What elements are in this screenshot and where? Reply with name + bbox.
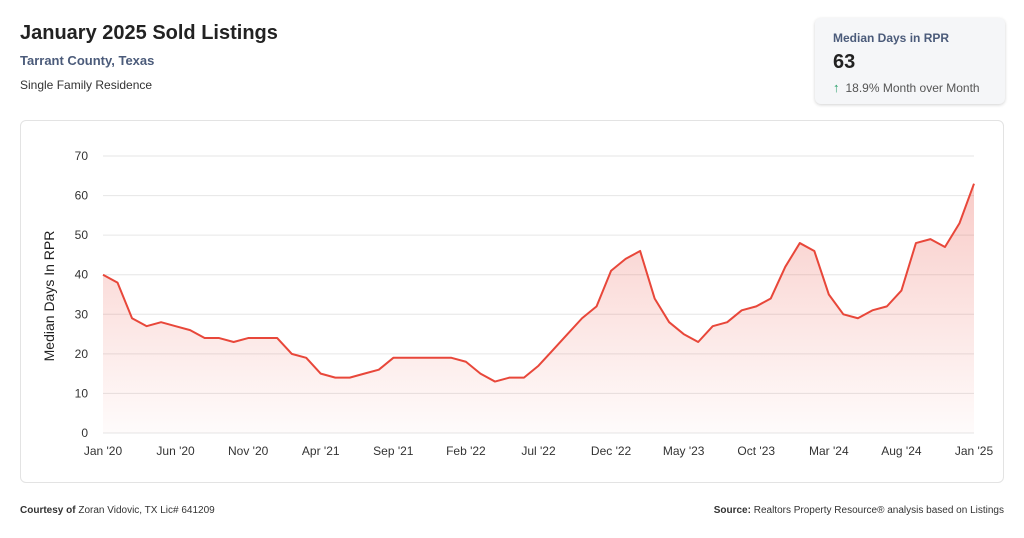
x-tick-label: Jan '25 <box>955 444 994 458</box>
arrow-up-icon: ↑ <box>833 80 840 95</box>
x-tick-label: Nov '20 <box>228 444 269 458</box>
x-tick-label: Jun '20 <box>156 444 195 458</box>
kpi-change-text: 18.9% Month over Month <box>845 80 980 95</box>
y-tick-label: 40 <box>75 268 89 282</box>
kpi-label: Median Days in RPR <box>833 31 950 45</box>
line-chart: 0 10 20 30 40 50 60 70 Jan '20 Jun '20 Nov '20 Apr… <box>41 149 994 458</box>
series-line <box>102 183 975 383</box>
kpi-change: ↑ 18.9% Month over Month <box>833 80 980 95</box>
y-tick-label: 50 <box>75 228 89 242</box>
courtesy-footer: Courtesy of Zoran Vidovic, TX Lic# 64120… <box>20 505 215 516</box>
x-tick-label: Oct '23 <box>737 444 775 458</box>
source-footer: Source: Realtors Property Resource® anal… <box>714 505 1004 516</box>
y-tick-label: 30 <box>75 307 89 321</box>
kpi-value: 63 <box>833 51 856 73</box>
x-tick-label: Jul '22 <box>521 444 556 458</box>
kpi-card: Median Days in RPR 63 ↑ 18.9% Month over… <box>815 18 1005 104</box>
y-tick-label: 60 <box>75 189 89 203</box>
x-tick-label: Dec '22 <box>591 444 632 458</box>
property-type-label: Single Family Residence <box>20 78 153 92</box>
y-axis-label: Median Days In RPR <box>41 231 57 362</box>
y-tick-label: 70 <box>75 149 89 163</box>
y-tick-label: 10 <box>75 386 89 400</box>
location-subtitle: Tarrant County, Texas <box>20 53 155 68</box>
x-tick-label: Sep '21 <box>373 444 414 458</box>
x-tick-label: Aug '24 <box>881 444 922 458</box>
x-tick-label: Mar '24 <box>809 444 849 458</box>
y-tick-label: 0 <box>81 426 88 440</box>
x-tick-label: May '23 <box>663 444 705 458</box>
courtesy-label: Courtesy of <box>20 505 76 516</box>
x-tick-label: Feb '22 <box>446 444 486 458</box>
source-text: Realtors Property Resource® analysis bas… <box>753 505 1004 516</box>
courtesy-text: Zoran Vidovic, TX Lic# 641209 <box>78 505 215 516</box>
x-tick-label: Jan '20 <box>84 444 123 458</box>
source-label: Source: <box>713 505 751 516</box>
chart-card: 0 10 20 30 40 50 60 70 Jan '20 Jun '20 Nov '20 Apr… <box>20 120 1004 483</box>
page-title: January 2025 Sold Listings <box>20 22 278 44</box>
x-tick-label: Apr '21 <box>302 444 340 458</box>
series-area <box>103 183 974 433</box>
y-tick-label: 20 <box>75 347 89 361</box>
